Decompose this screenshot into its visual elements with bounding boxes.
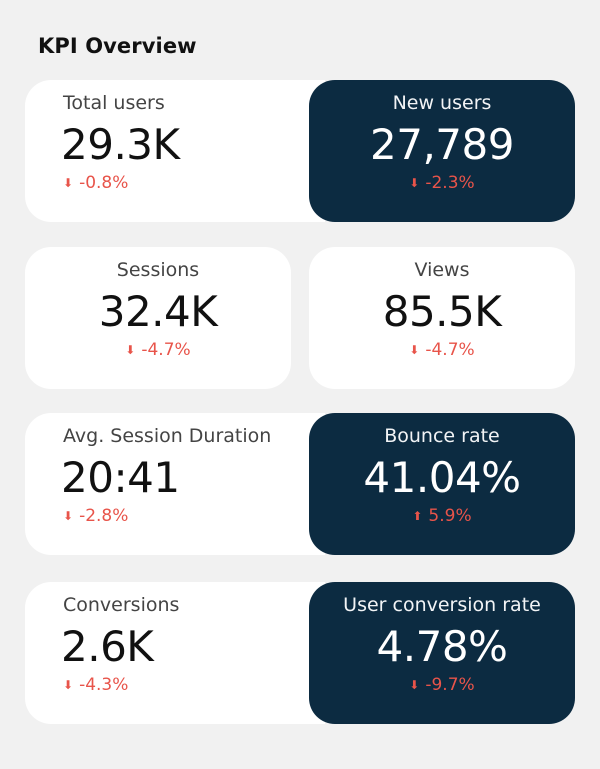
kpi-label: New users xyxy=(392,92,492,114)
kpi-label: Sessions xyxy=(116,259,200,281)
page-title: KPI Overview xyxy=(38,34,197,58)
arrow-down-icon: ⬇ xyxy=(63,176,74,190)
kpi-delta-value: 5.9% xyxy=(428,506,472,526)
arrow-down-icon: ⬇ xyxy=(409,678,420,692)
kpi-value: 2.6K xyxy=(61,622,154,671)
arrow-down-icon: ⬇ xyxy=(125,343,136,357)
kpi-label: User conversion rate xyxy=(343,594,541,616)
kpi-sessions: Sessions 32.4K ⬇ -4.7% xyxy=(25,247,291,389)
kpi-delta: ⬇ -4.7% xyxy=(25,340,291,360)
kpi-delta-value: -9.7% xyxy=(425,675,475,695)
kpi-delta-value: -4.7% xyxy=(141,340,191,360)
kpi-label: Views xyxy=(414,259,470,281)
kpi-card-engagement: Avg. Session Duration 20:41 ⬇ -2.8% Bounc… xyxy=(25,413,575,555)
kpi-value: 20:41 xyxy=(61,453,180,502)
kpi-delta: ⬇ -4.3% xyxy=(63,675,128,695)
arrow-down-icon: ⬇ xyxy=(409,343,420,357)
kpi-value: 85.5K xyxy=(382,287,502,336)
kpi-label: Conversions xyxy=(63,594,180,616)
kpi-delta-value: -2.8% xyxy=(79,506,129,526)
kpi-value: 32.4K xyxy=(98,287,218,336)
arrow-down-icon: ⬇ xyxy=(63,509,74,523)
kpi-total-users: Total users 29.3K ⬇ -0.8% xyxy=(25,80,325,222)
kpi-delta: ⬇ -4.7% xyxy=(309,340,575,360)
arrow-down-icon: ⬇ xyxy=(63,678,74,692)
kpi-bounce-rate: Bounce rate 41.04% ⬆ 5.9% xyxy=(309,413,575,555)
kpi-delta: ⬆ 5.9% xyxy=(309,506,575,526)
arrow-down-icon: ⬇ xyxy=(409,176,420,190)
kpi-user-conversion-rate: User conversion rate 4.78% ⬇ -9.7% xyxy=(309,582,575,724)
kpi-card-users: Total users 29.3K ⬇ -0.8% New users 27,78… xyxy=(25,80,575,222)
kpi-delta: ⬇ -9.7% xyxy=(309,675,575,695)
kpi-value: 27,789 xyxy=(370,120,514,169)
kpi-label: Avg. Session Duration xyxy=(63,425,272,447)
kpi-delta: ⬇ -0.8% xyxy=(63,173,128,193)
kpi-avg-session-duration: Avg. Session Duration 20:41 ⬇ -2.8% xyxy=(25,413,325,555)
kpi-value: 29.3K xyxy=(61,120,180,169)
kpi-delta-value: -4.7% xyxy=(425,340,475,360)
kpi-value: 41.04% xyxy=(363,453,521,502)
kpi-views: Views 85.5K ⬇ -4.7% xyxy=(309,247,575,389)
kpi-value: 4.78% xyxy=(376,622,508,671)
kpi-delta-value: -0.8% xyxy=(79,173,129,193)
kpi-delta-value: -2.3% xyxy=(425,173,475,193)
kpi-delta: ⬇ -2.3% xyxy=(309,173,575,193)
kpi-label: Total users xyxy=(63,92,165,114)
kpi-new-users: New users 27,789 ⬇ -2.3% xyxy=(309,80,575,222)
kpi-card-conversions: Conversions 2.6K ⬇ -4.3% User conversion … xyxy=(25,582,575,724)
kpi-conversions: Conversions 2.6K ⬇ -4.3% xyxy=(25,582,325,724)
kpi-delta: ⬇ -2.8% xyxy=(63,506,128,526)
arrow-up-icon: ⬆ xyxy=(412,509,423,523)
kpi-label: Bounce rate xyxy=(384,425,500,447)
kpi-delta-value: -4.3% xyxy=(79,675,129,695)
